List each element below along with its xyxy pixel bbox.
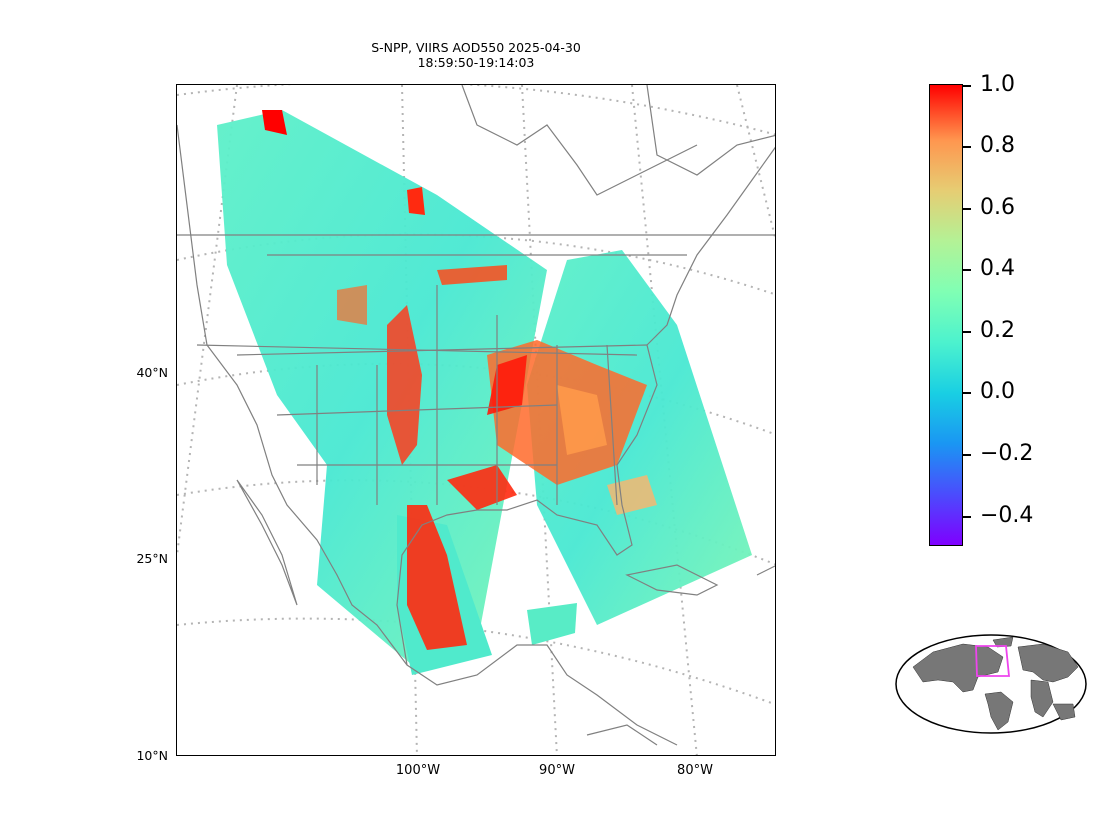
colorbar-label: 0.0 xyxy=(980,379,1015,404)
aod-high-regions xyxy=(262,110,657,650)
colorbar xyxy=(929,84,963,546)
graticule-line xyxy=(177,617,775,706)
lon-label-100w: 100°W xyxy=(395,763,441,778)
map-panel xyxy=(176,84,776,756)
title-line-2: 18:59:50-19:14:03 xyxy=(417,55,535,70)
colorbar-label: 0.2 xyxy=(980,318,1015,343)
colorbar-label: 0.6 xyxy=(980,195,1015,220)
colorbar-label: 0.4 xyxy=(980,256,1015,281)
map-canvas xyxy=(177,85,775,755)
inset-continents xyxy=(912,636,1079,731)
lat-label-40n: 40°N xyxy=(136,365,168,380)
graticule-line xyxy=(177,85,775,136)
colorbar-tick xyxy=(963,516,971,518)
lon-label-80w: 80°W xyxy=(677,763,713,778)
lon-label-90w: 90°W xyxy=(539,763,575,778)
colorbar-tick xyxy=(963,454,971,456)
colorbar-tick xyxy=(963,146,971,148)
colorbar-label: −0.2 xyxy=(980,441,1034,466)
lat-label-10n: 10°N xyxy=(136,748,168,763)
globe-locator-icon xyxy=(893,632,1089,736)
colorbar-label: −0.4 xyxy=(980,503,1034,528)
colorbar-label: 1.0 xyxy=(980,72,1015,97)
aod-swath-yucatan xyxy=(527,603,577,645)
map-title: S-NPP, VIIRS AOD550 2025-04-30 18:59:50-… xyxy=(176,40,776,70)
aod-swath-east xyxy=(527,250,752,625)
colorbar-tick xyxy=(963,331,971,333)
title-line-1: S-NPP, VIIRS AOD550 2025-04-30 xyxy=(371,40,581,55)
inset-region-box xyxy=(975,645,1010,677)
colorbar-tick xyxy=(963,85,971,87)
colorbar-label: 0.8 xyxy=(980,133,1015,158)
colorbar-tick xyxy=(963,208,971,210)
lat-label-25n: 25°N xyxy=(136,551,168,566)
colorbar-tick xyxy=(963,392,971,394)
aod-swath-west xyxy=(217,110,547,665)
graticule-line xyxy=(736,85,775,242)
colorbar-tick xyxy=(963,269,971,271)
coastlines xyxy=(177,85,775,746)
